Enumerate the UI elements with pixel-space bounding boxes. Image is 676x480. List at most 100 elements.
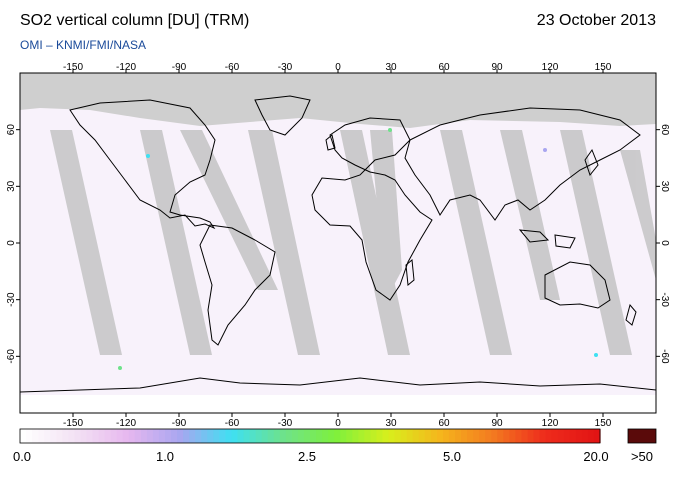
colorbar-segment [322,429,329,443]
antarctic-no-data-area [20,395,656,413]
latitude-tick-label: 30 [659,181,670,193]
colorbar-segment [352,429,359,443]
longitude-ticks-top: -150 -120 -90 -60 -30 0 30 60 90 120 150 [63,62,612,73]
colorbar-segment [140,429,148,443]
colorbar-segment [316,429,323,443]
colorbar-segment [569,429,577,443]
colorbar-segment [424,429,432,443]
longitude-tick-label: 0 [335,62,341,73]
colorbar-segment [146,429,154,443]
colorbar-segment [92,429,100,443]
colorbar-segment [473,429,480,443]
longitude-tick-label: -30 [278,62,293,73]
colorbar-segment [74,429,82,443]
longitude-tick-label: 120 [542,62,559,73]
colorbar-segment [310,429,317,443]
colorbar-label: 2.5 [297,449,317,464]
colorbar-segment [485,429,492,443]
colorbar-segment [551,429,559,443]
colorbar-frame [19,428,601,444]
colorbar-segment [418,429,426,443]
latitude-tick-label: -30 [6,292,17,307]
colorbar-segment [334,429,341,443]
colorbar-label: 1.0 [155,449,175,464]
colorbar-segment [303,429,311,443]
colorbar-segment [62,429,69,443]
colorbar-segment [297,429,305,443]
colorbar-segment [388,429,396,443]
colorbar-segment [20,429,27,443]
colorbar-segment [243,429,251,443]
latitude-ticks-right: 60 30 0 -30 -60 [656,124,670,364]
colorbar-segment [201,429,208,443]
colorbar-segment [98,429,106,443]
colorbar-segment [521,429,529,443]
colorbar-label: 0.0 [12,449,32,464]
colorbar-segment [436,429,444,443]
colorbar-segment [539,429,547,443]
colorbar-segment [116,429,124,443]
longitude-tick-label: -90 [172,62,187,73]
coastlines [20,95,656,393]
colorbar-segment [358,429,365,443]
colorbar-segment [575,429,583,443]
colorbar-segment [406,429,414,443]
colorbar-segment [207,429,214,443]
colorbar-segment [110,429,118,443]
colorbar-segment [267,429,275,443]
colorbar-overflow-swatch [627,428,657,444]
colorbar-segment [479,429,486,443]
colorbar-segment [231,429,239,443]
colorbar-segment [32,429,39,443]
colorbar-segment [68,429,75,443]
colorbar-segment [593,429,601,443]
colorbar-segment [86,429,94,443]
colorbar-segment [213,429,220,443]
colorbar-segment [273,429,281,443]
colorbar-segment [285,429,293,443]
colorbar-segment [370,429,378,443]
colorbar-segment [587,429,595,443]
colorbar-segment [158,429,166,443]
colorbar-segment [38,429,45,443]
colorbar-segment [44,429,51,443]
colorbar-segment [219,429,227,443]
colorbar-segment [430,429,438,443]
colorbar-segment [177,429,184,443]
colorbar-segment [340,429,347,443]
colorbar-segment [26,429,33,443]
colorbar-segment [533,429,541,443]
colorbar-segment [56,429,63,443]
latitude-tick-label: -60 [659,349,670,364]
colorbar-segment [455,429,462,443]
colorbar-segment [165,429,172,443]
latitude-tick-label: 0 [6,240,17,246]
colorbar-segment [364,429,372,443]
colorbar-segment [152,429,160,443]
longitude-tick-label: 150 [595,418,612,429]
colorbar-segment [249,429,257,443]
colorbar-label: 20.0 [583,449,609,464]
colorbar-label: 5.0 [442,449,462,464]
longitude-tick-label: -150 [63,418,83,429]
colorbar-segment [394,429,402,443]
map-title: SO2 vertical column [DU] (TRM) [20,12,250,29]
latitude-tick-label: 60 [659,124,670,136]
colorbar-segment [261,429,269,443]
colorbar-segment [328,429,335,443]
colorbar-segment [467,429,474,443]
longitude-tick-label: -60 [225,418,240,429]
colorbar-segment [225,429,233,443]
colorbar-segment [448,429,456,443]
colorbar-segment [545,429,553,443]
colorbar-segment [563,429,571,443]
colorbar-segment [104,429,112,443]
colorbar-segment [527,429,535,443]
colorbar-segment [412,429,420,443]
colorbar-overflow-label: >50 [630,449,654,464]
colorbar-segment [491,429,498,443]
longitude-tick-label: -60 [225,62,240,73]
longitude-tick-label: 90 [491,62,503,73]
